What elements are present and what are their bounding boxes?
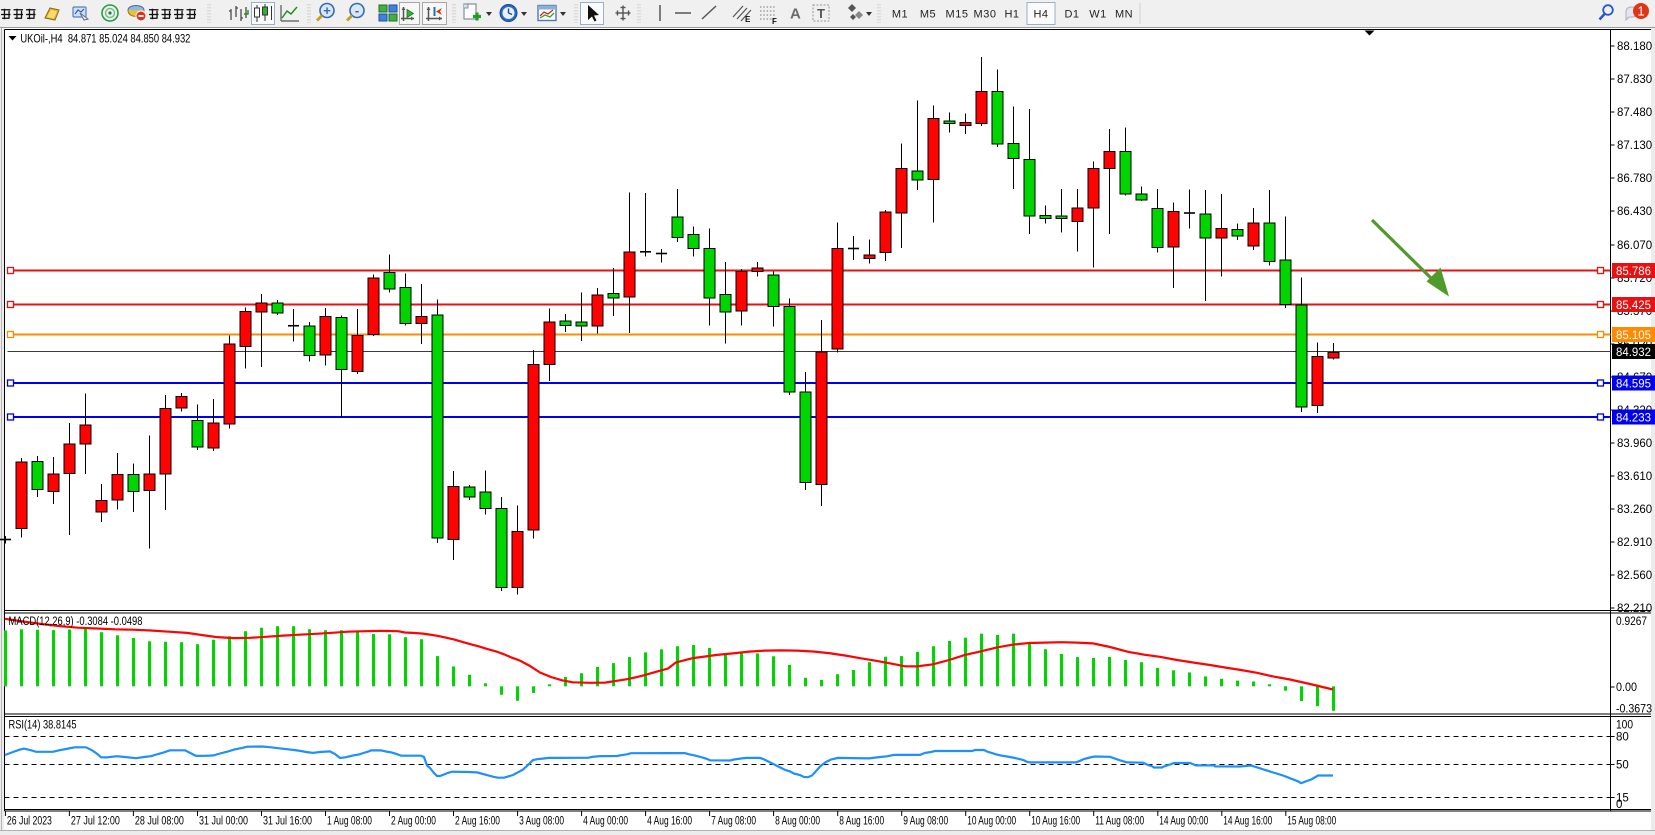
svg-text:85.105: 85.105 [1616, 330, 1651, 342]
svg-text:UKOil-,H4 84.871 85.024 84.85: UKOil-,H4 84.871 85.024 84.850 84.932 [20, 32, 190, 46]
svg-text:86.780: 86.780 [1617, 173, 1652, 185]
svg-text:T: T [817, 6, 825, 21]
svg-text:31 Jul 00:00: 31 Jul 00:00 [199, 816, 248, 828]
svg-text:82.560: 82.560 [1617, 570, 1652, 582]
svg-text:M30: M30 [974, 9, 997, 21]
svg-text:15 Aug 08:00: 15 Aug 08:00 [1287, 816, 1336, 828]
svg-text:M15: M15 [946, 9, 969, 21]
svg-text:-: - [355, 3, 359, 18]
svg-text:87.830: 87.830 [1617, 74, 1652, 86]
svg-text:8 Aug 00:00: 8 Aug 00:00 [775, 816, 820, 828]
svg-text:85.786: 85.786 [1616, 266, 1651, 278]
svg-text:H4: H4 [1033, 9, 1048, 21]
svg-text:31 Jul 16:00: 31 Jul 16:00 [263, 816, 312, 828]
svg-text:3 Aug 08:00: 3 Aug 08:00 [519, 816, 564, 828]
svg-text:M1: M1 [892, 9, 908, 21]
svg-text:2 Aug 16:00: 2 Aug 16:00 [455, 816, 500, 828]
svg-text:0.9267: 0.9267 [1616, 616, 1647, 628]
svg-text:RSI(14) 38.8145: RSI(14) 38.8145 [9, 720, 77, 732]
svg-text:0.00: 0.00 [1616, 682, 1637, 694]
svg-text:86.430: 86.430 [1617, 206, 1652, 218]
svg-text:88.180: 88.180 [1617, 41, 1652, 53]
svg-text:14 Aug 16:00: 14 Aug 16:00 [1223, 816, 1272, 828]
svg-text:14 Aug 00:00: 14 Aug 00:00 [1159, 816, 1208, 828]
svg-text:87.130: 87.130 [1617, 140, 1652, 152]
svg-text:A: A [790, 6, 801, 23]
svg-text:87.480: 87.480 [1617, 107, 1652, 119]
svg-text:84.932: 84.932 [1616, 347, 1651, 359]
svg-text:-0.3673: -0.3673 [1616, 704, 1652, 716]
svg-text:W1: W1 [1089, 9, 1107, 21]
svg-text:4 Aug 00:00: 4 Aug 00:00 [583, 816, 628, 828]
svg-text:10 Aug 00:00: 10 Aug 00:00 [967, 816, 1016, 828]
svg-text:8 Aug 16:00: 8 Aug 16:00 [839, 816, 884, 828]
svg-text:+: + [323, 3, 331, 18]
svg-text:10 Aug 16:00: 10 Aug 16:00 [1031, 816, 1080, 828]
svg-text:1: 1 [1637, 4, 1644, 19]
svg-text:15: 15 [1616, 793, 1629, 805]
svg-text:7 Aug 08:00: 7 Aug 08:00 [711, 816, 756, 828]
svg-text:82.910: 82.910 [1617, 537, 1652, 549]
svg-text:82.210: 82.210 [1617, 603, 1652, 615]
svg-text:D1: D1 [1064, 9, 1079, 21]
svg-text:100: 100 [1616, 720, 1633, 732]
svg-text:84.233: 84.233 [1616, 413, 1651, 425]
svg-text:50: 50 [1616, 760, 1629, 772]
svg-text:27 Jul 12:00: 27 Jul 12:00 [71, 816, 120, 828]
svg-text:80: 80 [1616, 732, 1629, 744]
svg-text:83.960: 83.960 [1617, 438, 1652, 450]
svg-text:83.260: 83.260 [1617, 504, 1652, 516]
svg-text:85.425: 85.425 [1616, 300, 1651, 312]
svg-text:28 Jul 08:00: 28 Jul 08:00 [135, 816, 184, 828]
svg-text:9 Aug 08:00: 9 Aug 08:00 [903, 816, 948, 828]
svg-text:0: 0 [1616, 799, 1622, 811]
svg-text:E: E [745, 15, 751, 24]
svg-text:MACD(12,26,9) -0.3084 -0.0498: MACD(12,26,9) -0.3084 -0.0498 [9, 616, 143, 628]
svg-text:84.595: 84.595 [1616, 379, 1651, 391]
svg-text:86.070: 86.070 [1617, 240, 1652, 252]
svg-text:MN: MN [1115, 9, 1133, 21]
svg-text:26 Jul 2023: 26 Jul 2023 [7, 816, 52, 828]
svg-text:11 Aug 08:00: 11 Aug 08:00 [1095, 816, 1144, 828]
svg-text:H1: H1 [1004, 9, 1019, 21]
svg-text:83.610: 83.610 [1617, 471, 1652, 483]
svg-text:1 Aug 08:00: 1 Aug 08:00 [327, 816, 372, 828]
svg-text:2 Aug 00:00: 2 Aug 00:00 [391, 816, 436, 828]
svg-text:4 Aug 16:00: 4 Aug 16:00 [647, 816, 692, 828]
svg-text:M5: M5 [920, 9, 936, 21]
svg-text:F: F [772, 17, 777, 26]
